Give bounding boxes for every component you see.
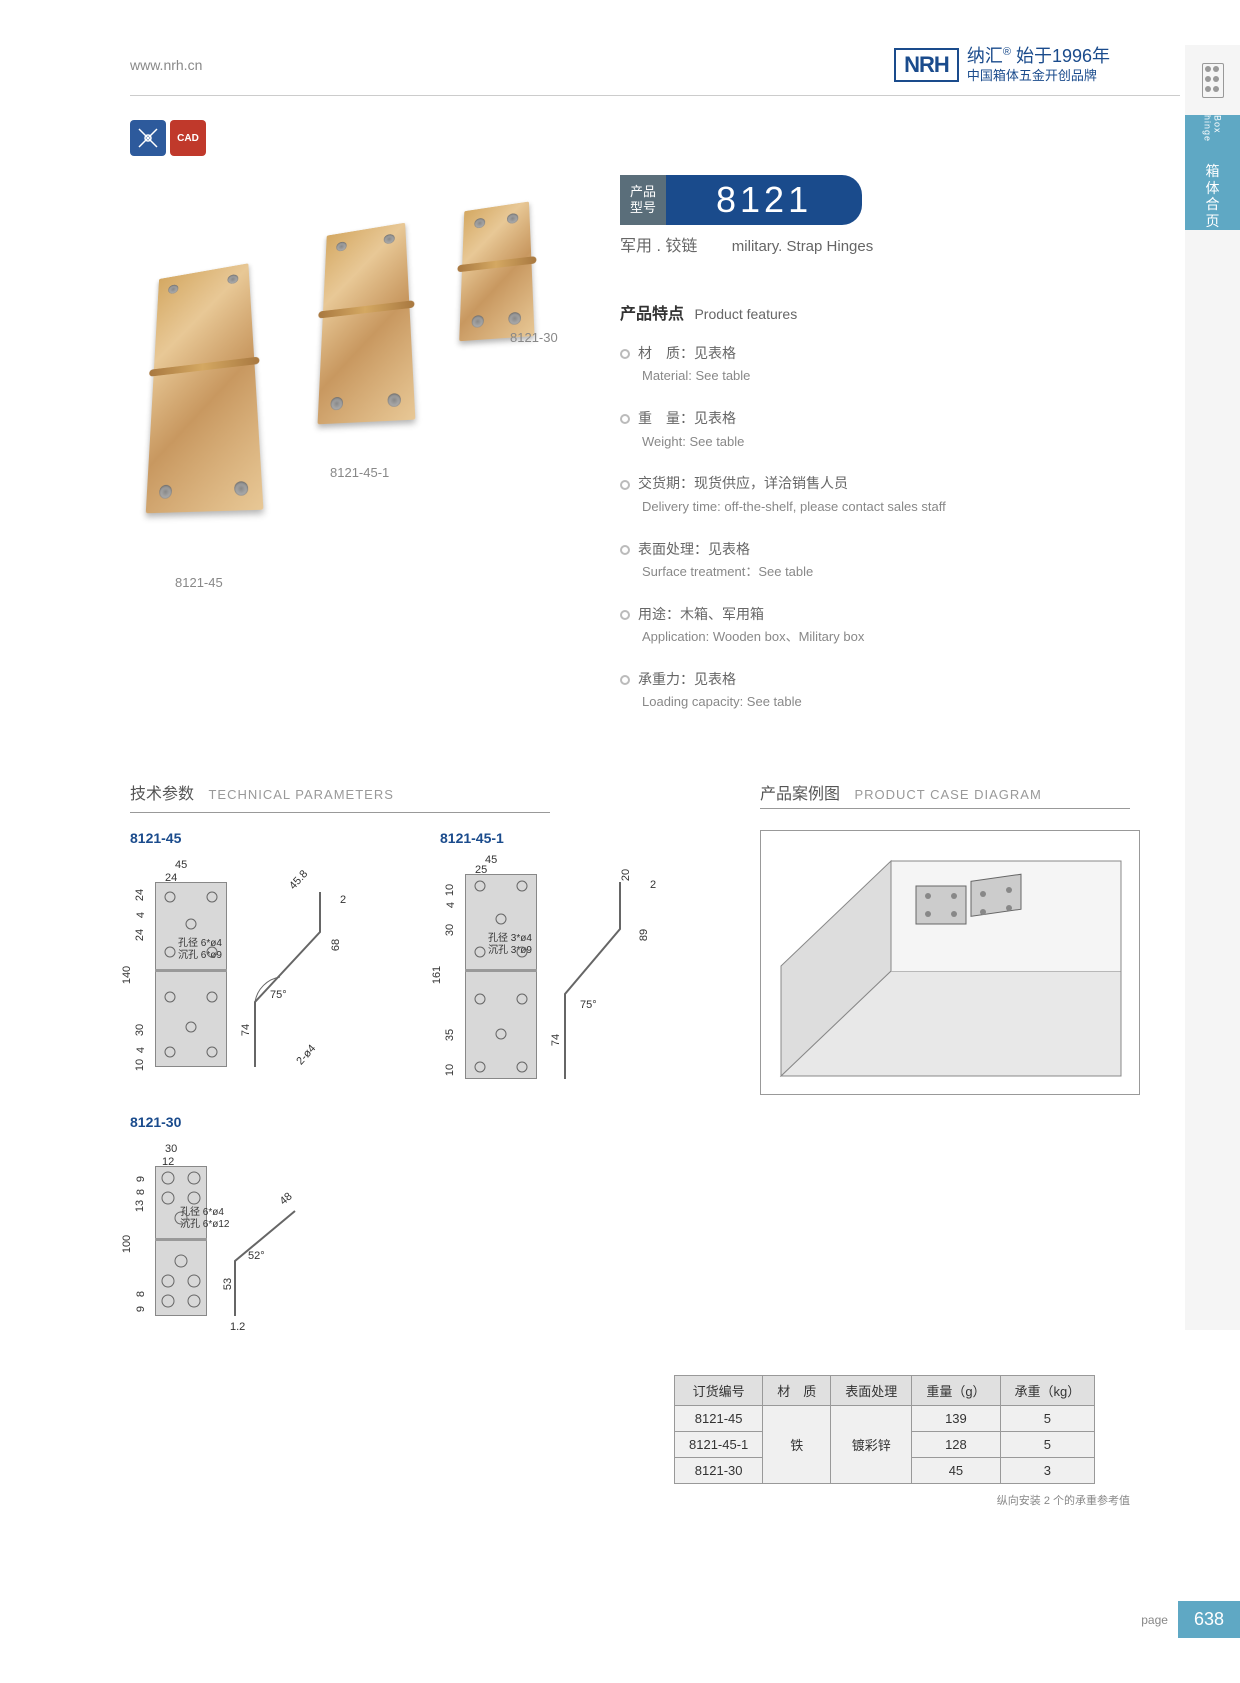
brand-text: 纳汇® 始于1996年 中国箱体五金开创品牌: [967, 45, 1110, 85]
drawing-2: 8121-45-1 45 25 10 4 30 161 35 10 20 2 8…: [440, 830, 700, 1084]
hinge-image-2: [318, 223, 416, 425]
brand-logo: NRH: [894, 48, 959, 82]
product-features: 产品特点 Product features 材 质：见表格Material: S…: [620, 300, 1120, 733]
side-tab-icon: [1185, 45, 1240, 115]
page-number: page 638: [1141, 1601, 1240, 1638]
product-subtitle: 军用 . 铰链 military. Strap Hinges: [620, 232, 873, 256]
side-tab-spacer: [1185, 230, 1240, 1330]
feature-item: 重 量：见表格Weight: See table: [620, 407, 1120, 452]
case-diagram: [760, 830, 1140, 1095]
table-note: 纵向安装 2 个的承重参考值: [997, 1492, 1130, 1508]
img-label-b: 8121-45-1: [330, 465, 389, 480]
brand-cn: 纳汇: [967, 46, 1003, 66]
brand-year: 始于1996年: [1016, 46, 1110, 66]
brand-block: NRH 纳汇® 始于1996年 中国箱体五金开创品牌: [894, 45, 1110, 85]
case-divider: [760, 808, 1130, 809]
table-row: 8121-45铁镀彩锌1395: [675, 1406, 1095, 1432]
case-title: 产品案例图 PRODUCT CASE DIAGRAM: [760, 780, 1042, 804]
spec-table: 订货编号材 质表面处理重量（g）承重（kg） 8121-45铁镀彩锌139581…: [674, 1375, 1095, 1484]
table-header: 表面处理: [831, 1376, 912, 1406]
img-label-a: 8121-45: [175, 575, 223, 590]
side-tab-label: Box hinge 箱 体 合 页: [1185, 115, 1240, 230]
table-header: 订货编号: [675, 1376, 763, 1406]
drawing-3: 8121-30 30 12 9 8 13 100 8 9 48 53 52° 1…: [130, 1114, 390, 1368]
pn-number: 8121: [666, 175, 862, 225]
brand-tagline: 中国箱体五金开创品牌: [967, 68, 1110, 85]
drawing-icon: [130, 120, 166, 156]
subtitle-en: military. Strap Hinges: [732, 238, 873, 255]
side-tab-en: Box hinge: [1203, 115, 1223, 161]
side-tab-cn: 箱 体 合 页: [1206, 163, 1220, 230]
pn-label: 产品 型号: [620, 175, 666, 225]
table-header: 材 质: [763, 1376, 831, 1406]
feature-item: 交货期：现货供应，详洽销售人员Delivery time: off-the-sh…: [620, 472, 1120, 517]
img-label-c: 8121-30: [510, 330, 558, 345]
header-divider: [130, 95, 1180, 96]
features-title: 产品特点 Product features: [620, 300, 1120, 324]
side-tab: Box hinge 箱 体 合 页: [1185, 45, 1240, 1330]
product-images: 8121-45 8121-45-1 8121-30: [130, 175, 590, 595]
drawing-1: 8121-45 45 24 24 4 24 140 30 4 10 45.8 2: [130, 830, 390, 1084]
website-url: www.nrh.cn: [130, 57, 202, 73]
table-header: 承重（kg）: [1000, 1376, 1095, 1406]
subtitle-cn: 军用 . 铰链: [620, 238, 697, 255]
hinge-image-1: [146, 263, 264, 513]
technical-drawings: 8121-45 45 24 24 4 24 140 30 4 10 45.8 2: [130, 830, 730, 1398]
feature-item: 承重力：见表格Loading capacity: See table: [620, 668, 1120, 713]
feature-item: 表面处理：见表格Surface treatment：See table: [620, 538, 1120, 583]
feature-item: 材 质：见表格Material: See table: [620, 342, 1120, 387]
feature-item: 用途：木箱、军用箱Application: Wooden box、Militar…: [620, 603, 1120, 648]
page-header: www.nrh.cn NRH 纳汇® 始于1996年 中国箱体五金开创品牌: [0, 45, 1240, 85]
table-header: 重量（g）: [912, 1376, 1000, 1406]
tech-divider: [130, 812, 550, 813]
format-icons: CAD: [130, 120, 206, 156]
hinge-image-3: [459, 202, 534, 342]
cad-icon: CAD: [170, 120, 206, 156]
product-number: 产品 型号 8121: [620, 175, 862, 225]
